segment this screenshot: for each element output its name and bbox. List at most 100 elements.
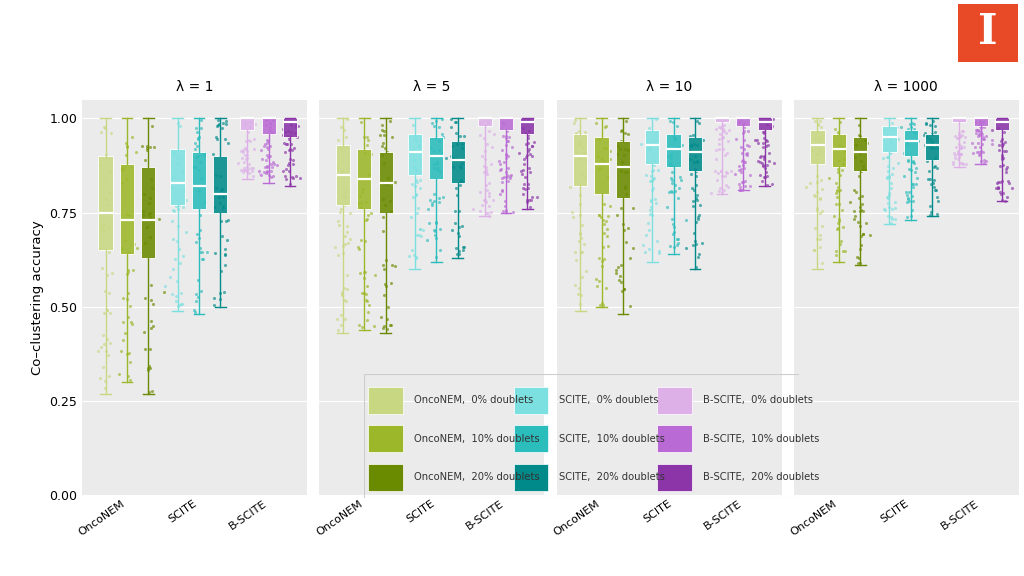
Point <box>925 116 941 125</box>
Point <box>663 150 679 160</box>
Point <box>376 179 392 188</box>
Point <box>899 195 915 204</box>
Point <box>379 179 395 188</box>
Point <box>853 156 869 165</box>
Point <box>245 164 261 173</box>
Point <box>494 173 510 183</box>
Point <box>876 204 892 213</box>
Point <box>481 201 498 210</box>
Point <box>282 180 298 189</box>
Bar <box>657 425 692 452</box>
Point <box>572 191 589 200</box>
Point <box>168 202 184 211</box>
Point <box>720 136 736 145</box>
Point <box>350 199 367 208</box>
Point <box>973 147 989 156</box>
Point <box>350 320 367 329</box>
Point <box>809 177 825 187</box>
Point <box>476 195 493 204</box>
Point <box>446 206 463 215</box>
Point <box>495 118 511 127</box>
Point <box>217 260 233 270</box>
Point <box>208 184 224 193</box>
Point <box>379 324 395 334</box>
Point <box>122 376 138 385</box>
Point <box>337 314 353 324</box>
Point <box>685 197 701 206</box>
Bar <box>810 130 824 164</box>
Point <box>812 208 828 217</box>
Point <box>855 164 871 173</box>
Point <box>594 262 610 271</box>
Point <box>645 174 662 183</box>
Point <box>98 334 115 343</box>
Point <box>208 170 224 180</box>
Point <box>852 241 868 250</box>
Point <box>614 158 631 167</box>
Point <box>119 349 135 358</box>
Point <box>337 240 353 249</box>
Point <box>114 243 130 252</box>
Point <box>178 228 195 237</box>
Bar <box>499 119 513 130</box>
Point <box>375 260 391 270</box>
Point <box>574 142 591 151</box>
Point <box>879 174 895 183</box>
Point <box>612 136 629 145</box>
Point <box>927 127 943 137</box>
Point <box>711 134 727 143</box>
Point <box>964 139 980 148</box>
Point <box>851 172 867 181</box>
Point <box>882 148 898 157</box>
Point <box>972 142 988 151</box>
Point <box>878 145 894 154</box>
Point <box>453 164 469 173</box>
Point <box>971 126 987 135</box>
Point <box>915 131 932 140</box>
Point <box>669 122 685 131</box>
Point <box>175 202 191 211</box>
Point <box>644 210 660 219</box>
Point <box>206 300 222 309</box>
Point <box>234 148 251 157</box>
Point <box>526 138 543 147</box>
Point <box>169 237 185 246</box>
Point <box>212 267 228 276</box>
Point <box>616 150 633 159</box>
Point <box>412 143 428 152</box>
Point <box>478 198 495 207</box>
Point <box>140 363 157 373</box>
Point <box>968 126 984 135</box>
Point <box>836 155 852 164</box>
Point <box>950 139 967 149</box>
Point <box>919 133 935 142</box>
Point <box>847 140 863 149</box>
Point <box>687 171 703 180</box>
Point <box>609 150 626 159</box>
Point <box>684 183 700 192</box>
Bar <box>883 126 897 153</box>
Point <box>975 117 991 126</box>
Point <box>511 148 527 157</box>
Point <box>809 205 825 214</box>
Point <box>993 195 1010 204</box>
Point <box>259 161 275 170</box>
Point <box>251 167 267 176</box>
Point <box>883 179 899 188</box>
Point <box>645 183 662 192</box>
Point <box>883 137 899 146</box>
Point <box>756 154 772 163</box>
Point <box>754 177 770 186</box>
Point <box>524 142 541 151</box>
Point <box>447 118 464 127</box>
Point <box>662 161 678 170</box>
Point <box>634 240 650 249</box>
Point <box>116 162 132 171</box>
Point <box>429 158 445 167</box>
Point <box>236 165 252 174</box>
Point <box>896 171 912 180</box>
Point <box>930 196 946 205</box>
Bar <box>667 134 681 168</box>
Bar <box>336 145 350 205</box>
Point <box>836 247 852 256</box>
